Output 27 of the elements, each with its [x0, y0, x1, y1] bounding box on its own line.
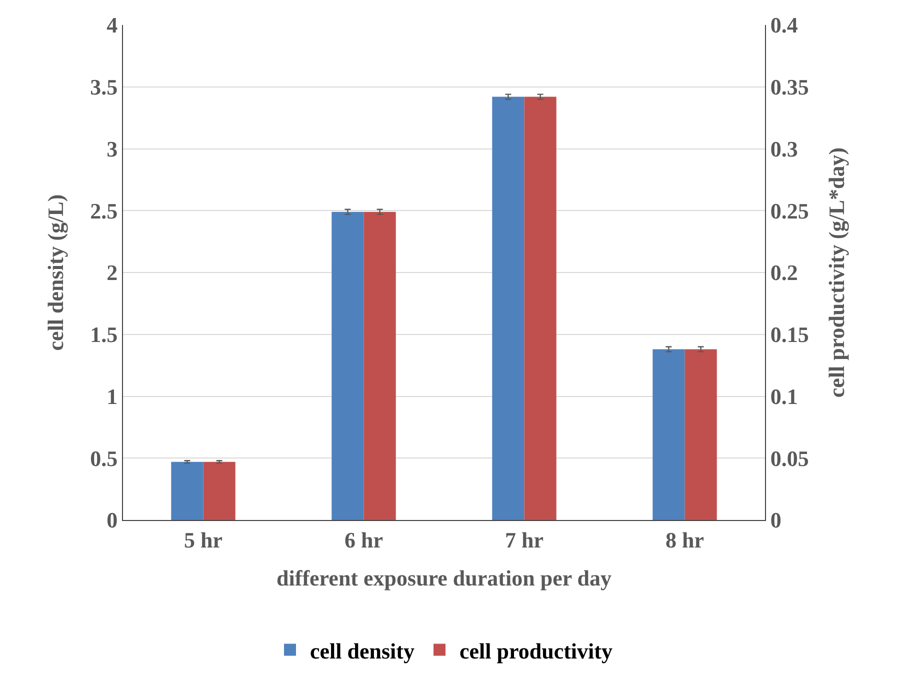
y-tick-label: 0.5 [90, 446, 118, 471]
y2-tick-label: 0.4 [770, 12, 798, 38]
y-tick-label: 0 [106, 508, 118, 533]
x-axis-title: different exposure duration per day [276, 565, 612, 590]
y-tick-label: 2.5 [90, 198, 118, 224]
x-tick-label: 5 hr [184, 527, 223, 552]
y2-tick-label: 0.35 [770, 74, 809, 100]
x-tick-label: 8 hr [666, 527, 704, 552]
y2-tick-label: 0.15 [770, 322, 809, 348]
legend-label: cell productivity [460, 638, 612, 664]
y-tick-label: 3 [106, 136, 118, 162]
y2-tick-label: 0.3 [770, 136, 798, 162]
y2-tick-label: 0.1 [770, 384, 798, 409]
y-tick-label: 2 [106, 260, 118, 286]
x-tick-label: 7 hr [505, 527, 544, 552]
y-tick-label: 1 [106, 384, 118, 409]
x-tick-label: 6 hr [344, 527, 384, 552]
y2-tick-label: 0 [770, 508, 782, 533]
y2-tick-label: 0.2 [770, 260, 798, 286]
y-tick-label: 1.5 [90, 322, 118, 348]
y-axis-title: cell density (g/L) [42, 194, 68, 351]
y-tick-label: 4 [106, 12, 118, 38]
y-tick-label: 3.5 [90, 74, 118, 100]
y2-tick-label: 0.05 [770, 446, 809, 471]
legend-label: cell density [310, 638, 414, 664]
y2-axis-title: cell productivity (g/L*day) [824, 147, 849, 398]
y2-tick-label: 0.25 [770, 198, 809, 224]
